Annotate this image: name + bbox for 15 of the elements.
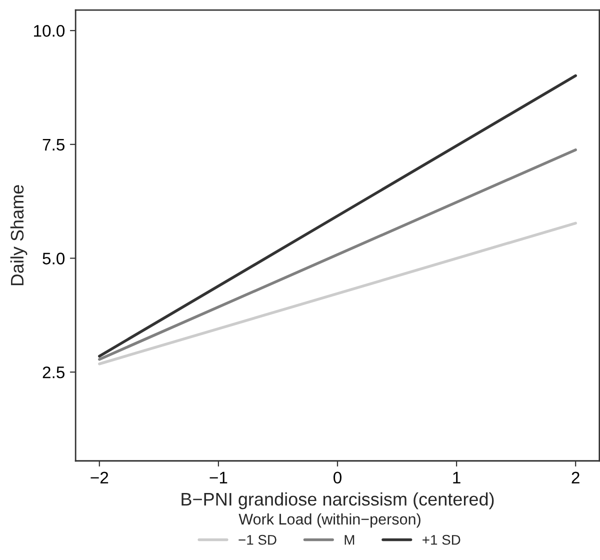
x-tick-label: −1 <box>210 472 228 484</box>
legend-label: −1 SD <box>238 534 276 545</box>
y-axis-title: Daily Shame <box>10 185 28 286</box>
x-tick-label: −2 <box>90 472 108 484</box>
x-axis-title: B−PNI grandiose narcissism (centered) <box>182 492 494 510</box>
x-tick-label: 2 <box>572 472 580 484</box>
legend-title: Work Load (within−person) <box>238 513 420 528</box>
y-tick-label: 7.5 <box>42 138 64 151</box>
x-tick-label: 1 <box>453 472 460 484</box>
y-tick-label: 10.0 <box>34 24 65 37</box>
y-tick-label: 2.5 <box>42 366 64 378</box>
legend-label: M <box>344 535 354 545</box>
x-tick-label: 0 <box>334 472 342 484</box>
legend-label: +1 SD <box>422 534 460 545</box>
y-tick-label: 5.0 <box>42 252 65 264</box>
